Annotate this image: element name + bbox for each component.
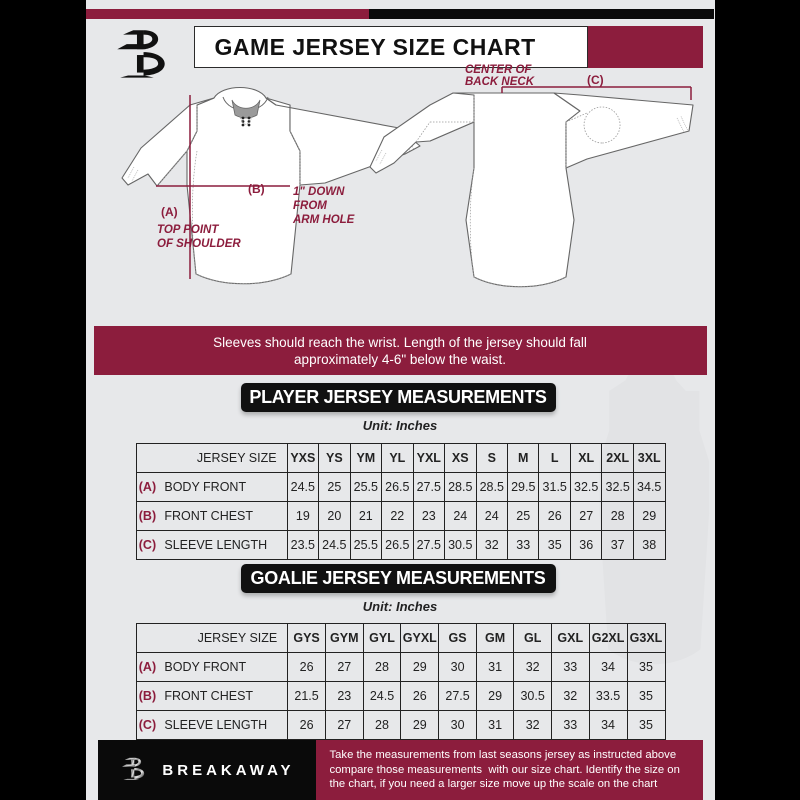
svg-text:1" DOWN: 1" DOWN <box>293 186 345 198</box>
svg-text:CENTER OF: CENTER OF <box>465 64 532 76</box>
svg-text:(C): (C) <box>587 73 604 87</box>
svg-text:TOP POINT: TOP POINT <box>157 224 219 236</box>
svg-text:ARM HOLE: ARM HOLE <box>292 214 355 226</box>
svg-text:(A): (A) <box>161 205 178 219</box>
svg-text:FROM: FROM <box>293 200 327 212</box>
svg-text:BACK NECK: BACK NECK <box>465 76 535 88</box>
svg-text:OF SHOULDER: OF SHOULDER <box>157 238 241 250</box>
svg-text:(B): (B) <box>248 182 265 196</box>
